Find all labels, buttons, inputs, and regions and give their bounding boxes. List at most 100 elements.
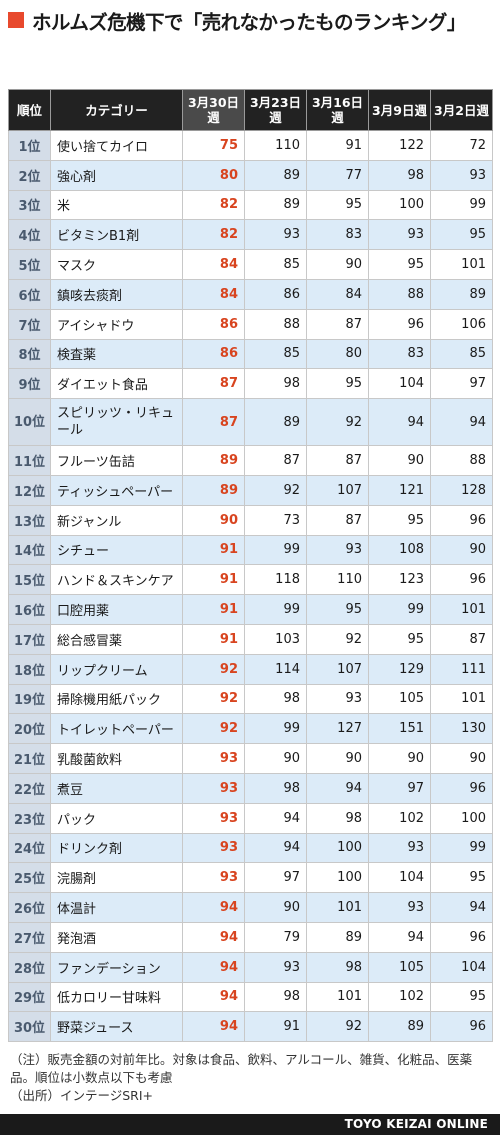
past-week-value-cell: 88 xyxy=(430,445,493,476)
past-week-value-cell: 89 xyxy=(244,159,307,191)
past-week-value-cell: 90 xyxy=(368,743,431,774)
rank-cell: 30位 xyxy=(8,1011,51,1043)
rank-cell: 2位 xyxy=(8,159,51,191)
rank-cell: 16位 xyxy=(8,594,51,625)
past-week-value-cell: 89 xyxy=(306,921,369,953)
current-week-value-cell: 93 xyxy=(182,802,245,834)
past-week-value-cell: 98 xyxy=(244,368,307,400)
past-week-value-cell: 105 xyxy=(368,951,431,983)
category-cell: 鎮咳去痰剤 xyxy=(50,278,183,310)
past-week-value-cell: 91 xyxy=(244,1011,307,1043)
table-row: 9位 ダイエット食品 87 98 95 104 97 xyxy=(8,368,493,400)
past-week-value-cell: 94 xyxy=(430,892,493,923)
past-week-value-cell: 110 xyxy=(244,130,307,161)
category-cell: 新ジャンル xyxy=(50,504,183,536)
table-row: 13位 新ジャンル 90 73 87 95 96 xyxy=(8,504,493,536)
past-week-value-cell: 84 xyxy=(306,278,369,310)
footer-brand: TOYO KEIZAI ONLINE xyxy=(344,1117,488,1131)
past-week-value-cell: 96 xyxy=(368,308,431,340)
category-cell: 低カロリー甘味料 xyxy=(50,981,183,1013)
past-week-value-cell: 104 xyxy=(368,368,431,400)
past-week-value-cell: 99 xyxy=(244,534,307,566)
past-week-value-cell: 127 xyxy=(306,713,369,745)
past-week-value-cell: 100 xyxy=(368,189,431,221)
rank-cell: 27位 xyxy=(8,921,51,953)
rank-cell: 22位 xyxy=(8,772,51,804)
current-week-value-cell: 82 xyxy=(182,219,245,251)
current-week-value-cell: 84 xyxy=(182,278,245,310)
category-cell: 野菜ジュース xyxy=(50,1011,183,1043)
rank-cell: 13位 xyxy=(8,504,51,536)
category-cell: シチュー xyxy=(50,534,183,566)
current-week-value-cell: 87 xyxy=(182,398,245,447)
current-week-value-cell: 86 xyxy=(182,338,245,370)
current-week-value-cell: 91 xyxy=(182,623,245,655)
past-week-value-cell: 101 xyxy=(430,594,493,625)
past-week-value-cell: 93 xyxy=(368,832,431,864)
current-week-value-cell: 94 xyxy=(182,951,245,983)
past-week-value-cell: 105 xyxy=(368,683,431,715)
past-week-value-cell: 108 xyxy=(368,534,431,566)
past-week-value-cell: 85 xyxy=(244,249,307,280)
table-header-row: 順位 カテゴリー 3月30日週 3月23日週 3月16日週 3月9日週 3月2日… xyxy=(8,89,493,131)
past-week-value-cell: 104 xyxy=(430,951,493,983)
current-week-value-cell: 75 xyxy=(182,130,245,161)
past-week-value-cell: 90 xyxy=(368,445,431,476)
rank-cell: 20位 xyxy=(8,713,51,745)
past-week-value-cell: 98 xyxy=(244,772,307,804)
past-week-value-cell: 98 xyxy=(244,981,307,1013)
past-week-value-cell: 122 xyxy=(368,130,431,161)
past-week-value-cell: 95 xyxy=(368,623,431,655)
past-week-value-cell: 100 xyxy=(430,802,493,834)
current-week-value-cell: 94 xyxy=(182,921,245,953)
rank-cell: 25位 xyxy=(8,862,51,894)
past-week-value-cell: 94 xyxy=(244,832,307,864)
past-week-value-cell: 89 xyxy=(244,398,307,447)
current-week-value-cell: 80 xyxy=(182,159,245,191)
past-week-value-cell: 102 xyxy=(368,802,431,834)
footer-bar: TOYO KEIZAI ONLINE xyxy=(0,1114,500,1135)
past-week-value-cell: 93 xyxy=(306,683,369,715)
category-cell: ティッシュペーパー xyxy=(50,474,183,506)
past-week-value-cell: 101 xyxy=(430,249,493,280)
table-row: 2位 強心剤 80 89 77 98 93 xyxy=(8,159,493,191)
rank-cell: 23位 xyxy=(8,802,51,834)
past-week-value-cell: 87 xyxy=(306,308,369,340)
past-week-value-cell: 95 xyxy=(368,504,431,536)
header-week-1: 3月23日週 xyxy=(244,89,307,131)
category-cell: 浣腸剤 xyxy=(50,862,183,894)
past-week-value-cell: 98 xyxy=(368,159,431,191)
past-week-value-cell: 90 xyxy=(244,743,307,774)
past-week-value-cell: 83 xyxy=(306,219,369,251)
past-week-value-cell: 111 xyxy=(430,653,493,685)
table-row: 3位米 82 89 95 100 99 xyxy=(8,189,493,221)
past-week-value-cell: 90 xyxy=(306,249,369,280)
past-week-value-cell: 94 xyxy=(368,921,431,953)
category-cell: パック xyxy=(50,802,183,834)
past-week-value-cell: 88 xyxy=(244,308,307,340)
title-accent-square xyxy=(8,12,24,28)
table-row: 30位 野菜ジュース 94 91 92 89 96 xyxy=(8,1011,493,1043)
table-row: 29位 低カロリー甘味料 94 98 101 102 95 xyxy=(8,981,493,1013)
category-cell: 使い捨てカイロ xyxy=(50,130,183,161)
table-row: 11位 フルーツ缶詰 89 87 87 90 88 xyxy=(8,445,493,476)
table-row: 14位 シチュー 91 99 93 108 90 xyxy=(8,534,493,566)
rank-cell: 28位 xyxy=(8,951,51,983)
rank-cell: 26位 xyxy=(8,892,51,923)
table-row: 12位 ティッシュペーパー 89 92 107 121 128 xyxy=(8,474,493,506)
past-week-value-cell: 100 xyxy=(306,832,369,864)
table-row: 24位 ドリンク剤 93 94 100 93 99 xyxy=(8,832,493,864)
header-category: カテゴリー xyxy=(50,89,183,131)
table-row: 28位 ファンデーション 94 93 98 105 104 xyxy=(8,951,493,983)
past-week-value-cell: 85 xyxy=(244,338,307,370)
current-week-value-cell: 87 xyxy=(182,368,245,400)
past-week-value-cell: 118 xyxy=(244,564,307,596)
past-week-value-cell: 103 xyxy=(244,623,307,655)
category-cell: ドリンク剤 xyxy=(50,832,183,864)
past-week-value-cell: 96 xyxy=(430,504,493,536)
table-row: 18位 リップクリーム 92 114 107 129 111 xyxy=(8,653,493,685)
table-body: 1位 使い捨てカイロ 75 110 91 122 72 2位 強心剤 80 89 77 98 93 3位米 8… xyxy=(8,130,493,1043)
past-week-value-cell: 94 xyxy=(244,802,307,834)
current-week-value-cell: 92 xyxy=(182,683,245,715)
category-cell: 口腔用薬 xyxy=(50,594,183,625)
